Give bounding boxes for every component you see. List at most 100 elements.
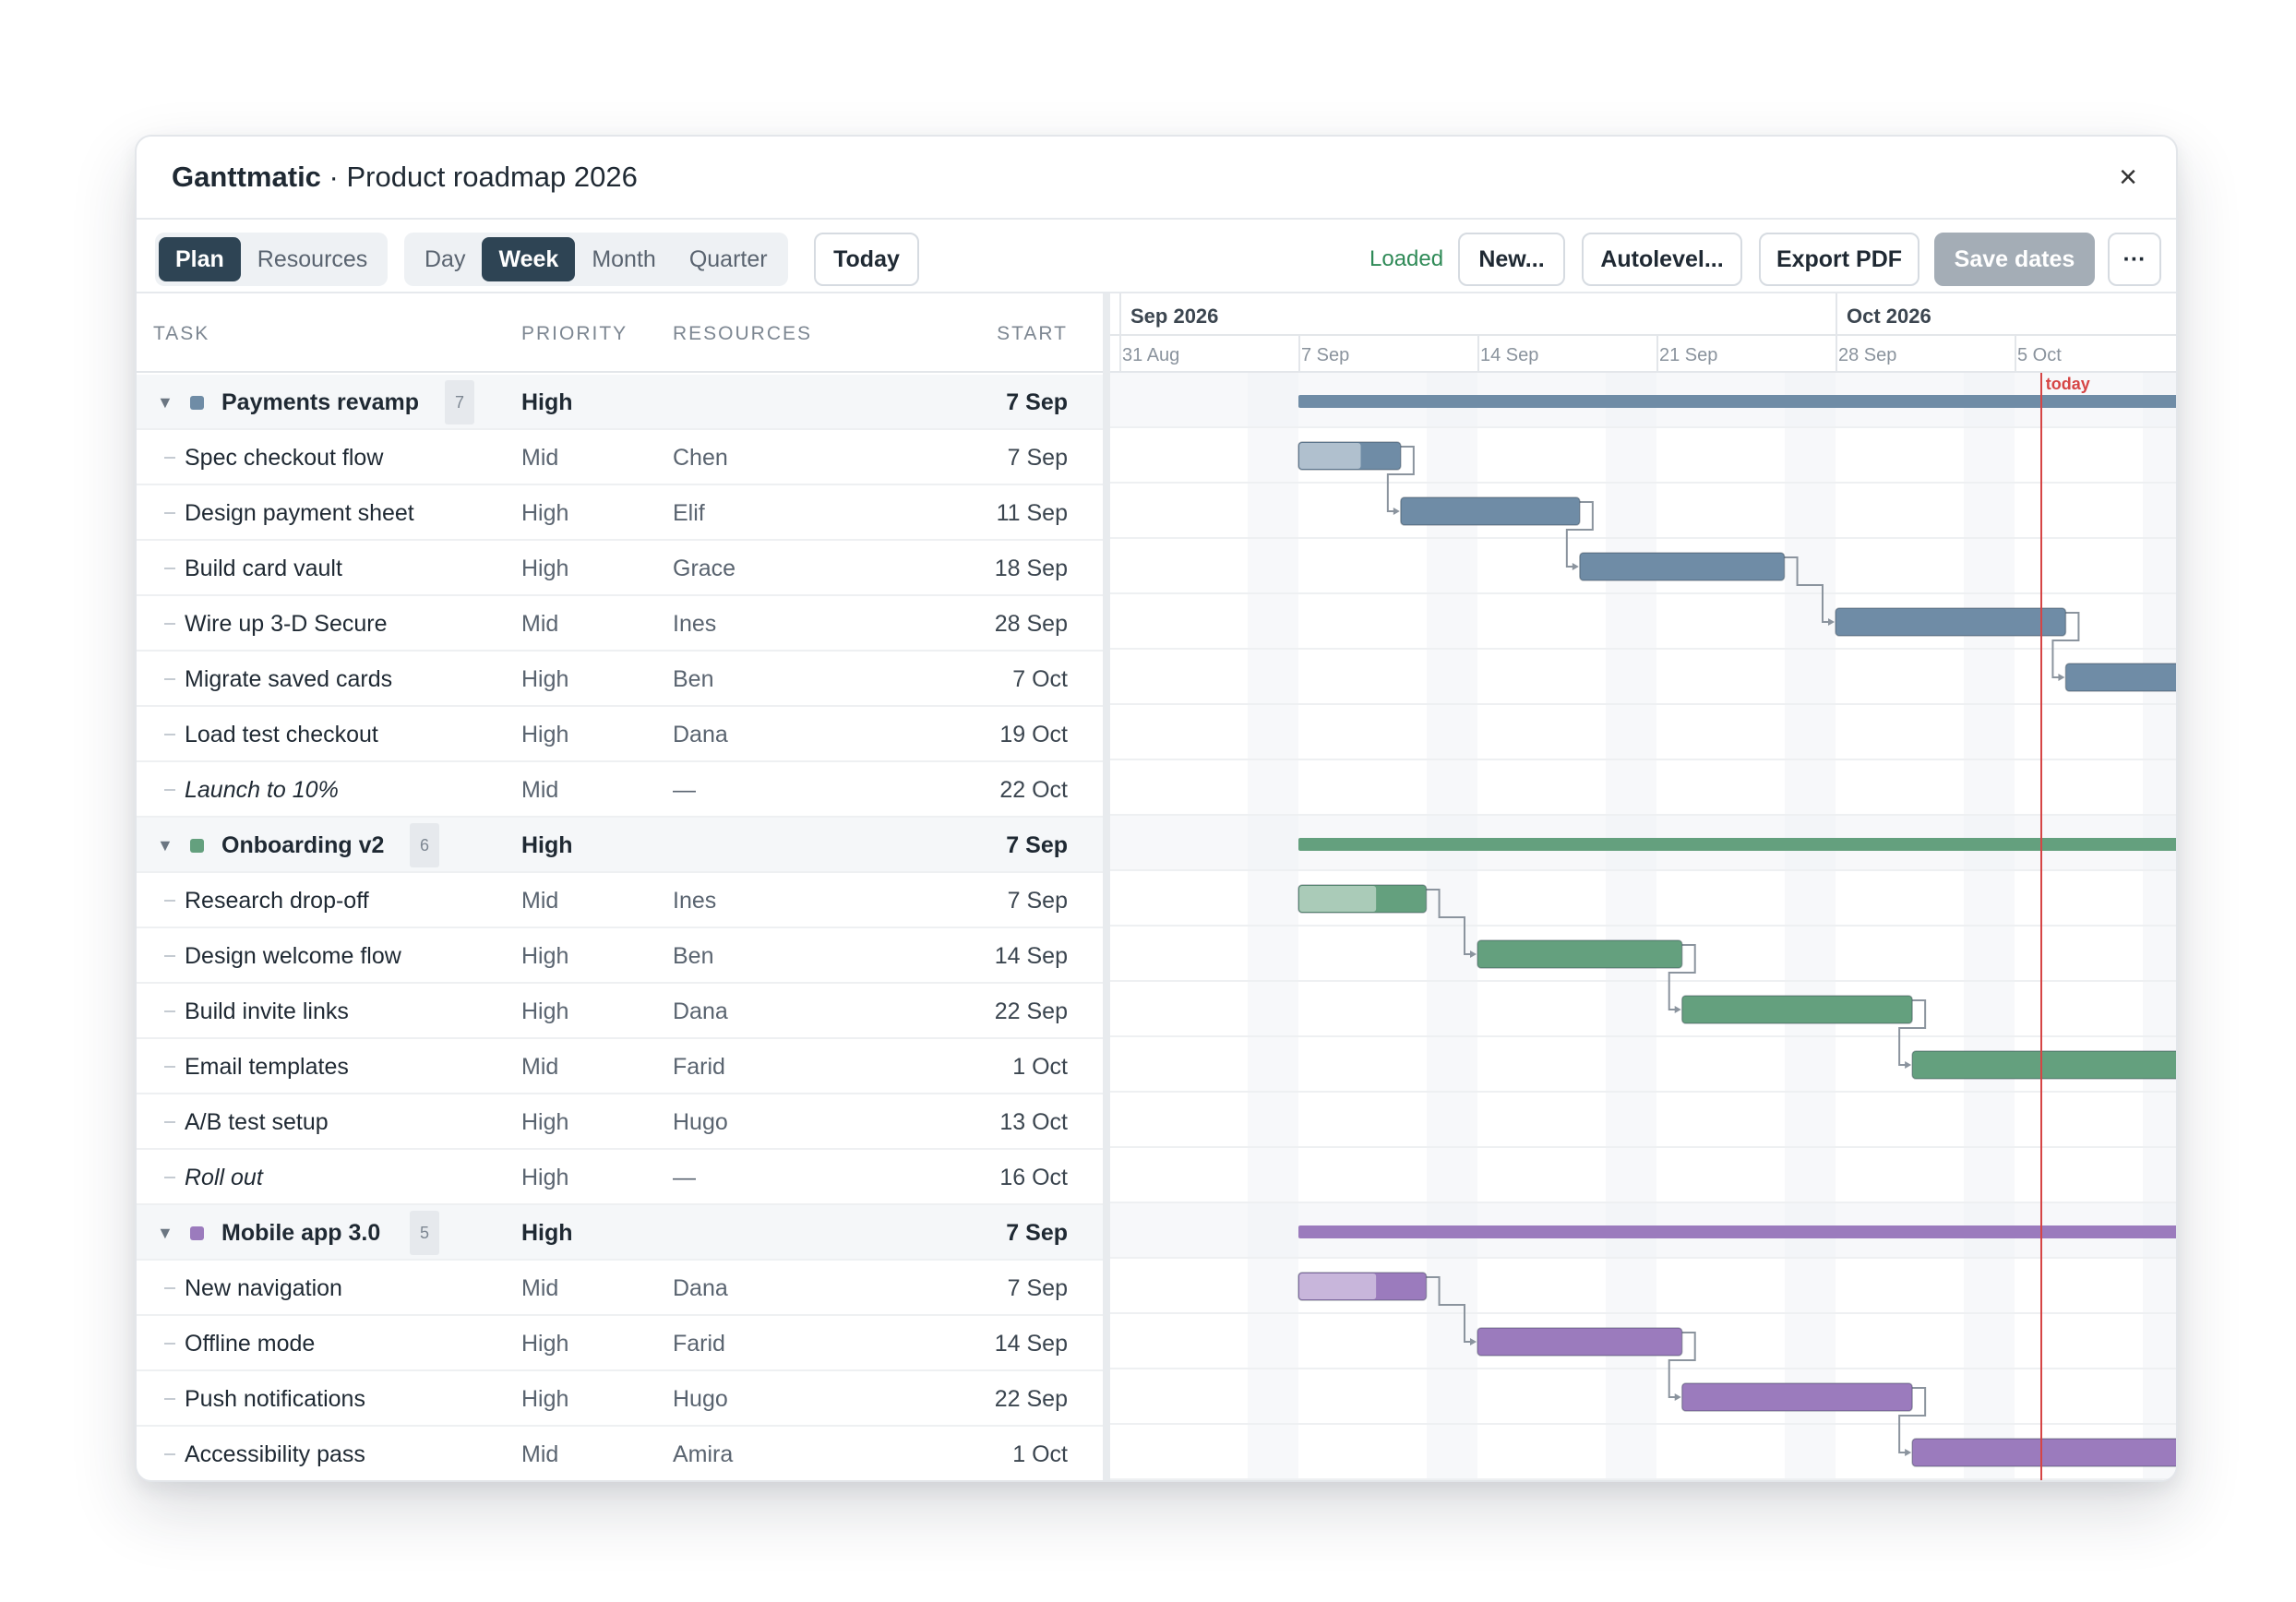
task-row[interactable]: Push notifications High Hugo 22 Sep xyxy=(137,1371,1103,1427)
task-row[interactable]: Accessibility pass Mid Amira 1 Oct xyxy=(137,1427,1103,1480)
task-start[interactable]: 11 Sep xyxy=(996,500,1068,526)
task-name[interactable]: A/B test setup xyxy=(185,1109,329,1135)
task-start[interactable]: 14 Sep xyxy=(994,1331,1068,1357)
task-resource[interactable]: — xyxy=(673,777,696,803)
task-start[interactable]: 18 Sep xyxy=(994,556,1068,581)
task-priority[interactable]: Mid xyxy=(521,777,559,803)
task-name[interactable]: Build card vault xyxy=(185,556,342,581)
task-priority[interactable]: Mid xyxy=(521,1054,559,1080)
task-resource[interactable]: Dana xyxy=(673,722,728,747)
group-row[interactable]: ▼ Mobile app 3.0 5 High 7 Sep xyxy=(137,1205,1103,1261)
summary-bar[interactable] xyxy=(1298,838,2178,851)
scale-month[interactable]: Month xyxy=(592,246,656,272)
task-start[interactable]: 14 Sep xyxy=(994,943,1068,969)
task-name[interactable]: Research drop-off xyxy=(185,888,369,914)
summary-bar[interactable] xyxy=(1298,1225,2178,1238)
col-start[interactable]: START xyxy=(997,323,1068,344)
today-button[interactable]: Today xyxy=(814,233,919,286)
pane-splitter[interactable] xyxy=(1103,293,1110,1480)
task-name[interactable]: Push notifications xyxy=(185,1386,365,1412)
task-name[interactable]: Load test checkout xyxy=(185,722,378,747)
task-priority[interactable]: Mid xyxy=(521,888,559,914)
task-priority[interactable]: Mid xyxy=(521,445,559,471)
task-priority[interactable]: High xyxy=(521,1109,569,1135)
save-dates-button[interactable]: Save dates xyxy=(1934,233,2095,286)
new-button[interactable]: New... xyxy=(1458,233,1565,286)
col-resources[interactable]: RESOURCES xyxy=(673,323,813,344)
task-bar[interactable] xyxy=(1680,1382,1913,1412)
task-resource[interactable]: Hugo xyxy=(673,1109,728,1135)
task-row[interactable]: Spec checkout flow Mid Chen 7 Sep xyxy=(137,430,1103,485)
tab-resources[interactable]: Resources xyxy=(257,246,368,272)
task-start[interactable]: 22 Sep xyxy=(994,998,1068,1024)
task-name[interactable]: Build invite links xyxy=(185,998,349,1024)
task-name[interactable]: Design welcome flow xyxy=(185,943,401,969)
task-start[interactable]: 1 Oct xyxy=(1012,1441,1068,1467)
task-row[interactable]: Design welcome flow High Ben 14 Sep xyxy=(137,928,1103,984)
task-resource[interactable]: Amira xyxy=(673,1441,734,1467)
group-row[interactable]: ▼ Onboarding v2 6 High 7 Sep xyxy=(137,818,1103,873)
autolevel-button[interactable]: Autolevel... xyxy=(1582,233,1742,286)
milestone-row[interactable]: Roll out High — 16 Oct xyxy=(137,1150,1103,1205)
collapse-caret-icon[interactable]: ▼ xyxy=(157,1224,173,1242)
task-name[interactable]: Design payment sheet xyxy=(185,500,414,526)
task-priority[interactable]: High xyxy=(521,998,569,1024)
task-row[interactable]: Research drop-off Mid Ines 7 Sep xyxy=(137,873,1103,928)
task-row[interactable]: Build invite links High Dana 22 Sep xyxy=(137,984,1103,1039)
task-priority[interactable]: High xyxy=(521,556,569,581)
col-priority[interactable]: PRIORITY xyxy=(521,323,628,344)
task-name[interactable]: Accessibility pass xyxy=(185,1441,365,1467)
task-name[interactable]: Launch to 10% xyxy=(185,777,339,803)
task-start[interactable]: 19 Oct xyxy=(999,722,1068,747)
tab-plan[interactable]: Plan xyxy=(159,237,241,281)
task-priority[interactable]: Mid xyxy=(521,611,559,637)
task-name[interactable]: Email templates xyxy=(185,1054,349,1080)
task-resource[interactable]: Chen xyxy=(673,445,728,471)
task-bar[interactable] xyxy=(2064,663,2178,692)
task-priority[interactable]: High xyxy=(521,1331,569,1357)
task-bar[interactable] xyxy=(1400,496,1581,526)
task-row[interactable]: Offline mode High Farid 14 Sep xyxy=(137,1316,1103,1371)
task-resource[interactable]: Ben xyxy=(673,943,714,969)
task-priority[interactable]: Mid xyxy=(521,1441,559,1467)
task-start[interactable]: 16 Oct xyxy=(999,1165,1068,1190)
task-bar[interactable] xyxy=(1911,1050,2178,1080)
task-resource[interactable]: Grace xyxy=(673,556,736,581)
task-row[interactable]: A/B test setup High Hugo 13 Oct xyxy=(137,1094,1103,1150)
task-bar[interactable] xyxy=(1477,1327,1683,1357)
task-resource[interactable]: Farid xyxy=(673,1331,725,1357)
task-row[interactable]: Load test checkout High Dana 19 Oct xyxy=(137,707,1103,762)
export-pdf-button[interactable]: Export PDF xyxy=(1759,233,1919,286)
task-resource[interactable]: Farid xyxy=(673,1054,725,1080)
collapse-caret-icon[interactable]: ▼ xyxy=(157,393,173,412)
task-bar[interactable] xyxy=(1579,552,1786,581)
scale-week[interactable]: Week xyxy=(482,237,576,281)
task-start[interactable]: 7 Sep xyxy=(1007,445,1068,471)
scale-day[interactable]: Day xyxy=(425,246,466,272)
task-row[interactable]: Wire up 3-D Secure Mid Ines 28 Sep xyxy=(137,596,1103,652)
task-start[interactable]: 7 Sep xyxy=(1007,1275,1068,1301)
task-resource[interactable]: Hugo xyxy=(673,1386,728,1412)
task-bar[interactable] xyxy=(1477,939,1683,969)
task-name[interactable]: Spec checkout flow xyxy=(185,445,384,471)
task-row[interactable]: Design payment sheet High Elif 11 Sep xyxy=(137,485,1103,541)
group-row[interactable]: ▼ Payments revamp 7 High 7 Sep xyxy=(137,375,1103,430)
task-name[interactable]: Roll out xyxy=(185,1165,263,1190)
col-task[interactable]: TASK xyxy=(153,323,210,344)
task-bar[interactable] xyxy=(1911,1438,2178,1467)
task-row[interactable]: Migrate saved cards High Ben 7 Oct xyxy=(137,652,1103,707)
task-resource[interactable]: Dana xyxy=(673,1275,728,1301)
task-priority[interactable]: High xyxy=(521,722,569,747)
task-row[interactable]: Build card vault High Grace 18 Sep xyxy=(137,541,1103,596)
task-resource[interactable]: Ines xyxy=(673,611,717,637)
task-start[interactable]: 7 Sep xyxy=(1007,888,1068,914)
task-name[interactable]: Migrate saved cards xyxy=(185,666,393,692)
task-priority[interactable]: High xyxy=(521,666,569,692)
task-resource[interactable]: Ben xyxy=(673,666,714,692)
task-start[interactable]: 22 Oct xyxy=(999,777,1068,803)
task-name[interactable]: New navigation xyxy=(185,1275,342,1301)
scale-quarter[interactable]: Quarter xyxy=(688,246,768,272)
task-bar[interactable] xyxy=(1680,995,1913,1024)
task-bar[interactable] xyxy=(1835,607,2067,637)
task-priority[interactable]: High xyxy=(521,1386,569,1412)
